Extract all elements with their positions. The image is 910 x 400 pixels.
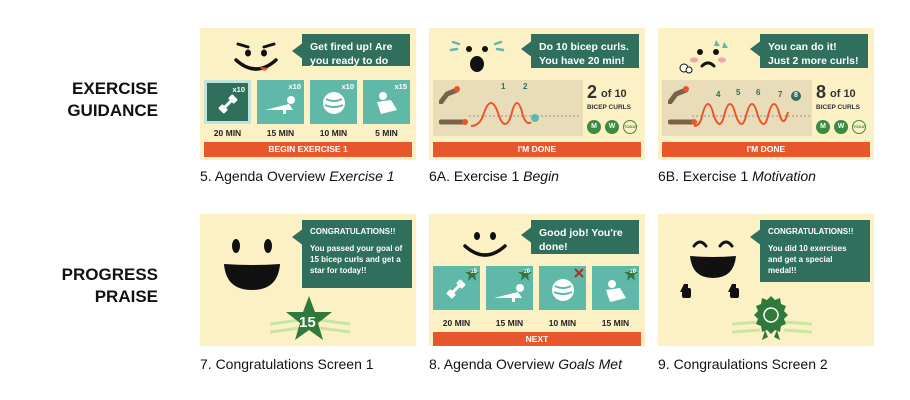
glow-rays-icon (270, 318, 350, 334)
speech-bubble: CONGRATULATIONS!! You passed your goal o… (302, 220, 412, 288)
rep-count-label: BICEP CURLS (587, 104, 631, 111)
surprised-face-icon (449, 40, 505, 72)
speech-bubble: Get fired up! Are you ready to do (302, 34, 410, 66)
caption-panel-6a: 6A. Exercise 1 Begin (429, 168, 559, 184)
pushup-icon (265, 96, 295, 114)
glow-rays-icon (732, 320, 812, 334)
row-label-exercise-guidance: EXERCISE GUIDANCE (67, 79, 158, 120)
wave-label: 1 (501, 82, 506, 91)
exercise-tile-ball[interactable]: x10 (310, 80, 357, 124)
rep-count: 2 (587, 82, 598, 102)
panel-congratulations-1: CONGRATULATIONS!! You passed your goal o… (200, 214, 416, 346)
panel-agenda-overview: Get fired up! Are you ready to do x10 x1… (200, 28, 416, 160)
bicep-curl-tracker: 1 2 (433, 80, 583, 136)
cheering-face-icon (680, 240, 739, 298)
wave-label: 5 (736, 88, 741, 97)
ball-icon (323, 92, 345, 114)
arm-up-icon (439, 86, 460, 104)
smiley-face-icon (234, 42, 278, 71)
speech-bubble: Do 10 bicep curls. You have 20 min! (531, 34, 639, 68)
caption-panel-5: 5. Agenda Overview Exercise 1 (200, 168, 395, 184)
im-done-button[interactable]: I'M DONE (662, 142, 870, 157)
day-badge-w: W (834, 120, 848, 134)
wave-label: 4 (716, 90, 721, 99)
day-badge-m: M (587, 120, 601, 134)
repetition-wave-icon (692, 91, 810, 127)
panel-exercise-begin: Do 10 bicep curls. You have 20 min! 1 2 … (429, 28, 645, 160)
dumbbell-icon (218, 94, 238, 114)
day-badge-today: TODAY (623, 120, 638, 134)
panel-congratulations-2: CONGRATULATIONS!! You did 10 exercises a… (658, 214, 874, 346)
speech-bubble: CONGRATULATIONS!! You did 10 exercises a… (760, 220, 870, 282)
ball-icon (552, 279, 574, 301)
pushup-icon (494, 284, 524, 302)
wave-label: 6 (756, 88, 761, 97)
exercise-tile-dumbbell[interactable]: 15 (433, 266, 480, 310)
straining-face-icon (679, 40, 728, 74)
rep-count-of: of 10 (601, 88, 627, 100)
star-icon (286, 296, 332, 340)
wave-label: 8 (794, 92, 798, 99)
arm-down-icon (668, 119, 697, 125)
wave-label: 2 (523, 82, 528, 91)
caption-panel-9: 9. Congraulations Screen 2 (658, 356, 828, 372)
smile-face-icon (463, 232, 507, 257)
arm-up-icon (668, 86, 689, 104)
star-badge-icon (465, 267, 479, 281)
exercise-tile-pushup[interactable]: x10 (257, 80, 304, 124)
x-mark-icon (574, 268, 584, 278)
exercise-tile-dumbbell[interactable]: x10 (204, 80, 251, 124)
begin-exercise-button[interactable]: BEGIN EXERCISE 1 (204, 142, 412, 157)
exercise-tile-stretch[interactable]: 10 (592, 266, 639, 310)
speech-bubble: Good job! You're done! (531, 220, 639, 254)
caption-panel-6b: 6B. Exercise 1 Motivation (658, 168, 816, 184)
caption-panel-7: 7. Congratulations Screen 1 (200, 356, 374, 372)
star-badge-icon (624, 267, 638, 281)
arm-down-icon (439, 119, 468, 125)
day-badge-today: TODAY (852, 120, 867, 134)
big-smile-face-icon (224, 239, 280, 290)
dumbbell-icon (446, 279, 466, 299)
stretch-icon (377, 92, 397, 114)
stretch-icon (606, 280, 626, 302)
star-badge-icon (518, 267, 532, 281)
row-label-progress-praise: PROGRESS PRAISE (61, 265, 158, 306)
panel-exercise-motivation: You can do it! Just 2 more curls! 4 5 6 … (658, 28, 874, 160)
im-done-button[interactable]: I'M DONE (433, 142, 641, 157)
day-badge-m: M (816, 120, 830, 134)
bicep-curl-tracker: 4 5 6 7 8 (662, 80, 812, 136)
medal-icon (754, 296, 788, 340)
rep-count-of: of 10 (830, 88, 856, 100)
speech-bubble: You can do it! Just 2 more curls! (760, 34, 868, 68)
repetition-wave-icon (469, 102, 581, 127)
star-number: 15 (299, 314, 316, 331)
exercise-tile-stretch[interactable]: x15 (363, 80, 410, 124)
exercise-tile-ball[interactable] (539, 266, 586, 310)
caption-panel-8: 8. Agenda Overview Goals Met (429, 356, 622, 372)
rep-count: 8 (816, 82, 827, 102)
next-button[interactable]: NEXT (433, 332, 641, 346)
exercise-tile-pushup[interactable]: 10 (486, 266, 533, 310)
wave-label: 7 (778, 90, 783, 99)
day-badge-w: W (605, 120, 619, 134)
rep-count-label: BICEP CURLS (816, 104, 860, 111)
panel-agenda-goals-met: Good job! You're done! 15 10 10 20 MIN 1… (429, 214, 645, 346)
